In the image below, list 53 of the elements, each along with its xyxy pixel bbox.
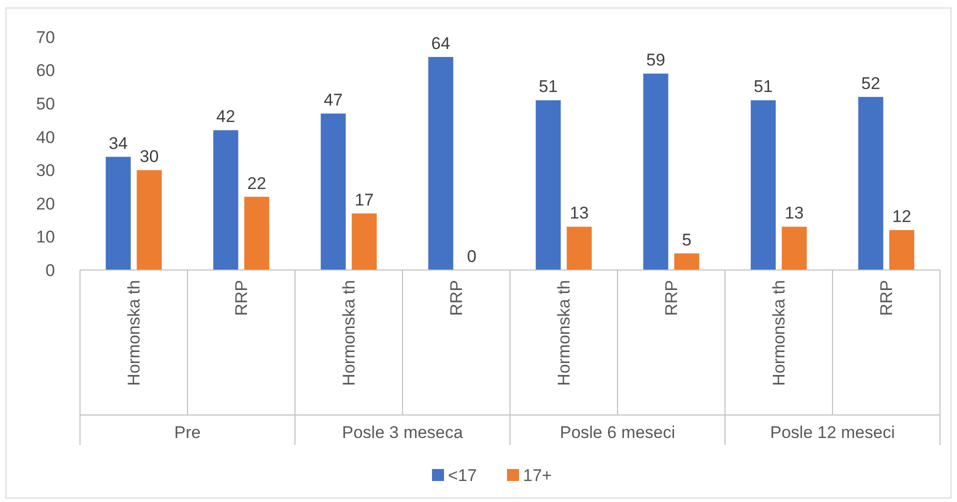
y-tick-label: 40 xyxy=(36,128,55,147)
y-tick-label: 60 xyxy=(36,61,55,80)
text: Posle 3 meseca xyxy=(342,422,464,442)
bar xyxy=(536,100,561,270)
x-tick-label: Hormonska th xyxy=(340,280,359,386)
legend-label: 17+ xyxy=(523,466,552,485)
text: Posle 12 meseci xyxy=(770,422,895,442)
data-label: 64 xyxy=(431,34,450,53)
data-label: 52 xyxy=(861,74,880,93)
y-tick-label: 0 xyxy=(46,260,55,280)
bar xyxy=(566,226,592,270)
x-tick-label: RRP xyxy=(447,280,466,316)
data-label: 34 xyxy=(108,134,128,153)
x-tick-label: Hormonska th xyxy=(124,280,144,386)
data-label: 13 xyxy=(784,204,804,223)
x-tick-label: Hormonska th xyxy=(554,280,574,386)
x-tick-label: RRP xyxy=(662,280,682,316)
bar xyxy=(320,114,346,270)
data-label: 13 xyxy=(570,204,589,223)
x-tick-label: RRP xyxy=(877,280,896,316)
bar xyxy=(213,130,238,270)
y-tick-label: 10 xyxy=(36,228,55,247)
bar xyxy=(352,213,377,270)
data-label: 59 xyxy=(646,50,666,70)
data-label: 5 xyxy=(682,230,692,250)
bar xyxy=(674,253,700,270)
x-tick-label: Hormonska th xyxy=(770,280,789,386)
bar xyxy=(889,230,914,270)
bar xyxy=(244,196,270,270)
y-tick-label: 20 xyxy=(36,194,55,214)
data-label: 51 xyxy=(754,77,773,96)
bar xyxy=(782,226,807,270)
text: Posle 6 meseci xyxy=(560,422,676,442)
data-label: 0 xyxy=(467,247,476,266)
data-label: 30 xyxy=(140,147,159,166)
data-label: 22 xyxy=(247,174,266,193)
bar xyxy=(858,96,884,270)
y-tick-label: 50 xyxy=(36,94,55,114)
bar xyxy=(428,56,454,270)
x-tick-label: RRP xyxy=(232,280,252,316)
data-label: 51 xyxy=(538,77,558,96)
bar xyxy=(106,156,131,270)
legend-label: <17 xyxy=(448,466,477,485)
bar xyxy=(750,100,776,270)
bar xyxy=(643,74,668,270)
data-label: 12 xyxy=(892,207,912,226)
data-label: 42 xyxy=(216,107,236,126)
y-tick-label: 30 xyxy=(36,161,55,180)
data-label: 47 xyxy=(324,90,343,110)
data-label: 17 xyxy=(354,190,374,210)
y-tick-label: 70 xyxy=(36,28,55,47)
bar xyxy=(136,170,162,270)
text: Pre xyxy=(174,422,201,442)
